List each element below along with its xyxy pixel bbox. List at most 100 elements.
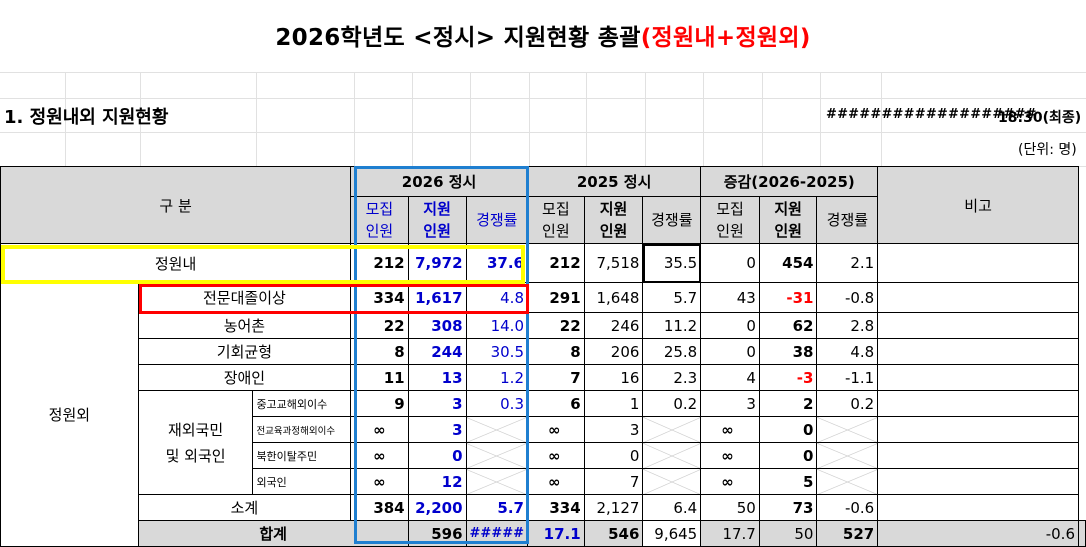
- label-overseas-group: 재외국민 및 외국인: [137, 390, 254, 495]
- row-abroad-a: 재외국민 및 외국인 중고교해외이수 9 3 0.3 6 1 0.2 3 2 0.…: [1, 390, 1086, 495]
- cell-remarks: [877, 338, 1079, 365]
- cell-ratio-diff-na: [816, 468, 879, 495]
- cell-ratio-2025-na: [642, 468, 702, 495]
- cell-apply-diff: 454: [758, 243, 818, 283]
- header-ratio-2025: 경쟁률: [642, 196, 702, 244]
- cell-ratio-2026: 1.2: [465, 364, 529, 391]
- header-recruit-2026: 모집 인원: [350, 196, 409, 244]
- cell-apply-2026: 12: [407, 468, 467, 495]
- cell-remarks: [877, 442, 1079, 469]
- cell-ratio-2026: 30.5: [465, 338, 529, 365]
- header-row-1: 구 분 2026 정시 2025 정시 증감(2026-2025) 비고: [0, 166, 1086, 244]
- row-junior: 정원외 전문대졸이상 334 1,617 4.8 291 1,648 5.7 4…: [0, 282, 1086, 547]
- cell-ratio-2026: 17.1: [527, 520, 585, 547]
- header-apply-2026: 지원 인원: [407, 196, 467, 244]
- cell-ratio-2025: 5.7: [642, 282, 702, 313]
- cell-recruit-2025: 6: [527, 390, 585, 417]
- cell-recruit-2026: 11: [350, 364, 409, 391]
- cell-ratio-2026: 37.6: [465, 243, 529, 283]
- unit-note: (단위: 명): [1018, 142, 1077, 158]
- cell-ratio-2025: 6.4: [642, 494, 702, 521]
- label-abroad-b: 전교육과정해외이수: [252, 416, 352, 443]
- title-main: 2026학년도 <정시> 지원현황 총괄: [275, 25, 641, 51]
- cell-ratio-2025-na: [642, 416, 702, 443]
- cell-apply-2026: 308: [407, 312, 467, 339]
- header-apply-2025: 지원 인원: [583, 196, 644, 244]
- cell-ratio-diff-na: [816, 442, 879, 469]
- cell-recruit-2026: 334: [350, 282, 409, 313]
- cell-apply-diff: 527: [816, 520, 879, 547]
- cell-ratio-2025: 11.2: [642, 312, 702, 339]
- cell-recruit-diff: ∞: [700, 442, 760, 469]
- row-foreign: 외국인 ∞ 12 ∞ 7 ∞ 5: [1, 468, 1086, 495]
- header-ratio-2026: 경쟁률: [465, 196, 529, 244]
- row-equal: 기회균형 8 244 30.5 8 206 25.8 0 38 4.8: [1, 338, 1086, 365]
- cell-recruit-2025: 7: [527, 364, 585, 391]
- cell-recruit-2025: 212: [527, 243, 585, 283]
- label-farm: 농어촌: [137, 312, 352, 339]
- header-category: 구 분: [0, 166, 352, 244]
- row-subtotal: 소계 384 2,200 5.7 334 2,127 6.4 50 73 -0.…: [1, 494, 1086, 521]
- cell-ratio-2026-na: [465, 468, 529, 495]
- cell-remarks: [877, 468, 1079, 495]
- cell-recruit-2025: ∞: [527, 468, 585, 495]
- cell-apply-diff: 2: [758, 390, 818, 417]
- row-farm: 농어촌 22 308 14.0 22 246 11.2 0 62 2.8: [1, 312, 1086, 339]
- label-disabled: 장애인: [137, 364, 352, 391]
- cell-ratio-2025-na: [642, 442, 702, 469]
- cell-recruit-2025: 546: [583, 520, 644, 547]
- cell-apply-2026: 244: [407, 338, 467, 365]
- cell-apply-2026: #####: [465, 520, 529, 547]
- cell-ratio-2025: 17.7: [700, 520, 760, 547]
- cell-recruit-2026: 212: [350, 243, 409, 283]
- cell-ratio-diff: -1.1: [816, 364, 879, 391]
- cell-recruit-2026: 596: [407, 520, 467, 547]
- header-ratio-diff: 경쟁률: [816, 196, 879, 244]
- cell-apply-2026: 3: [407, 390, 467, 417]
- cell-ratio-diff: 4.8: [816, 338, 879, 365]
- cell-recruit-diff: 0: [700, 312, 760, 339]
- row-abroad-b: 전교육과정해외이수 ∞ 3 ∞ 3 ∞ 0: [1, 416, 1086, 443]
- cell-ratio-diff: 2.8: [816, 312, 879, 339]
- cell-remarks: [1078, 520, 1086, 547]
- cell-recruit-2025: ∞: [527, 442, 585, 469]
- cell-recruit-2025: 22: [527, 312, 585, 339]
- cell-recruit-diff: 0: [700, 243, 760, 283]
- cell-recruit-diff: 4: [700, 364, 760, 391]
- cell-recruit-diff: ∞: [700, 468, 760, 495]
- applications-table: 구 분 2026 정시 2025 정시 증감(2026-2025) 비고 모집 인…: [0, 166, 1086, 547]
- cell-apply-2025: 3: [583, 416, 644, 443]
- label-defector: 북한이탈주민: [252, 442, 352, 469]
- cell-apply-diff: 5: [758, 468, 818, 495]
- cell-apply-2026: 0: [407, 442, 467, 469]
- cell-ratio-diff: 0.2: [816, 390, 879, 417]
- cell-apply-2025: 0: [583, 442, 644, 469]
- cell-ratio-diff: -0.6: [816, 494, 879, 521]
- header-2025: 2025 정시: [526, 166, 702, 197]
- cell-recruit-diff: 0: [700, 338, 760, 365]
- cell-apply-2025: 1,648: [583, 282, 644, 313]
- cell-remarks: [877, 282, 1079, 313]
- cell-recruit-2025: 334: [527, 494, 585, 521]
- cell-recruit-diff: ∞: [700, 416, 760, 443]
- cell-ratio-2026: 0.3: [465, 390, 529, 417]
- cell-recruit-diff: 50: [700, 494, 760, 521]
- header-recruit-diff: 모집 인원: [700, 196, 760, 244]
- cell-recruit-2026: ∞: [350, 416, 409, 443]
- label-equal: 기회균형: [137, 338, 352, 365]
- cell-recruit-diff: 3: [700, 390, 760, 417]
- cell-apply-diff: 73: [758, 494, 818, 521]
- timestamp-time: 18:30(최종): [998, 110, 1082, 126]
- header-remarks: 비고: [877, 166, 1079, 244]
- cell-remarks: [877, 364, 1079, 391]
- cell-apply-2025: 16: [583, 364, 644, 391]
- cell-apply-diff: 0: [758, 442, 818, 469]
- label-subtotal: 소계: [137, 494, 352, 521]
- cell-apply-2025: 1: [583, 390, 644, 417]
- label-outside-group: 정원외: [0, 282, 139, 547]
- row-disabled: 장애인 11 13 1.2 7 16 2.3 4 -3 -1.1: [1, 364, 1086, 391]
- label-junior: 전문대졸이상: [137, 282, 352, 313]
- cell-remarks: [877, 494, 1079, 521]
- header-row-2: 모집 인원 지원 인원 경쟁률 모집 인원 지원 인원 경쟁률 모집 인원 지원 인원 경쟁…: [1, 196, 1086, 244]
- row-inside: 정원내 212 7,972 37.6 212 7,518 35.5 0 454 …: [0, 243, 1086, 283]
